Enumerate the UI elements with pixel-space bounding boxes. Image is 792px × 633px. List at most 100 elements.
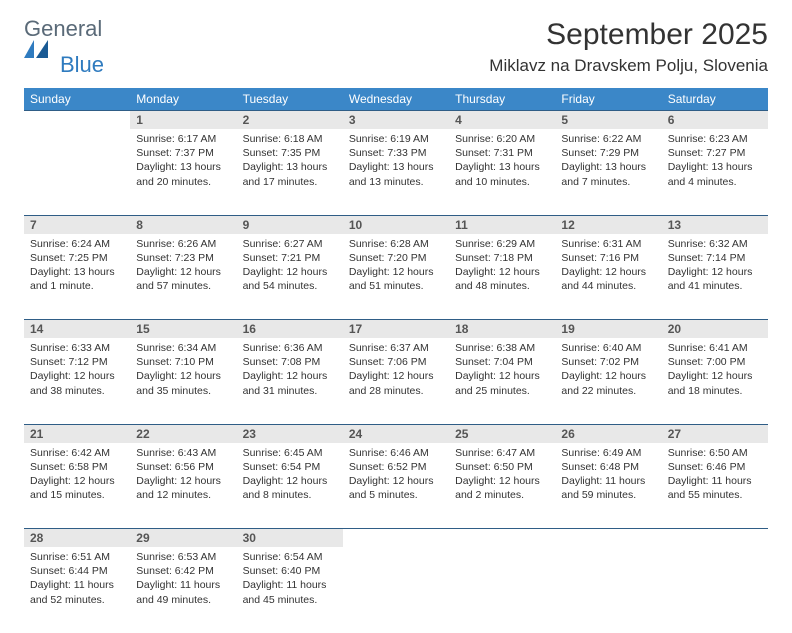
day-number: 21 — [24, 424, 130, 443]
day-header: Tuesday — [237, 88, 343, 111]
day-number: 30 — [237, 529, 343, 548]
day-number: 27 — [662, 424, 768, 443]
day-cell — [449, 547, 555, 633]
day-number: 9 — [237, 215, 343, 234]
daylight1-text: Daylight: 11 hours — [136, 578, 230, 592]
day-number: 3 — [343, 111, 449, 130]
daylight2-text: and 28 minutes. — [349, 384, 443, 398]
day-cell: Sunrise: 6:26 AMSunset: 7:23 PMDaylight:… — [130, 234, 236, 320]
sunset-text: Sunset: 6:48 PM — [561, 460, 655, 474]
daylight2-text: and 25 minutes. — [455, 384, 549, 398]
sunset-text: Sunset: 7:20 PM — [349, 251, 443, 265]
day-number: 11 — [449, 215, 555, 234]
day-content-row: Sunrise: 6:17 AMSunset: 7:37 PMDaylight:… — [24, 129, 768, 215]
day-cell — [555, 547, 661, 633]
sunrise-text: Sunrise: 6:38 AM — [455, 341, 549, 355]
logo-text-blue: Blue — [60, 54, 104, 76]
day-header: Friday — [555, 88, 661, 111]
day-header: Monday — [130, 88, 236, 111]
daylight1-text: Daylight: 12 hours — [455, 369, 549, 383]
day-number: 4 — [449, 111, 555, 130]
daylight2-text: and 41 minutes. — [668, 279, 762, 293]
sunset-text: Sunset: 7:35 PM — [243, 146, 337, 160]
daylight2-text: and 17 minutes. — [243, 175, 337, 189]
day-cell: Sunrise: 6:54 AMSunset: 6:40 PMDaylight:… — [237, 547, 343, 633]
sunrise-text: Sunrise: 6:54 AM — [243, 550, 337, 564]
daylight1-text: Daylight: 13 hours — [136, 160, 230, 174]
sunrise-text: Sunrise: 6:50 AM — [668, 446, 762, 460]
daylight1-text: Daylight: 12 hours — [30, 369, 124, 383]
daylight2-text: and 13 minutes. — [349, 175, 443, 189]
daylight1-text: Daylight: 11 hours — [561, 474, 655, 488]
sunset-text: Sunset: 7:02 PM — [561, 355, 655, 369]
day-number: 10 — [343, 215, 449, 234]
day-number: 13 — [662, 215, 768, 234]
day-cell: Sunrise: 6:43 AMSunset: 6:56 PMDaylight:… — [130, 443, 236, 529]
sunrise-text: Sunrise: 6:22 AM — [561, 132, 655, 146]
daylight1-text: Daylight: 12 hours — [136, 474, 230, 488]
daylight1-text: Daylight: 13 hours — [30, 265, 124, 279]
sunrise-text: Sunrise: 6:51 AM — [30, 550, 124, 564]
daylight1-text: Daylight: 12 hours — [561, 265, 655, 279]
daylight2-text: and 49 minutes. — [136, 593, 230, 607]
sunset-text: Sunset: 6:58 PM — [30, 460, 124, 474]
day-number-row: 282930 — [24, 529, 768, 548]
sunset-text: Sunset: 7:31 PM — [455, 146, 549, 160]
logo-text-general: General — [24, 16, 102, 41]
daylight2-text: and 4 minutes. — [668, 175, 762, 189]
daylight2-text: and 5 minutes. — [349, 488, 443, 502]
header: General Blue September 2025 Miklavz na D… — [24, 18, 768, 76]
day-content-row: Sunrise: 6:42 AMSunset: 6:58 PMDaylight:… — [24, 443, 768, 529]
day-cell: Sunrise: 6:18 AMSunset: 7:35 PMDaylight:… — [237, 129, 343, 215]
day-number: 23 — [237, 424, 343, 443]
sunrise-text: Sunrise: 6:45 AM — [243, 446, 337, 460]
day-cell: Sunrise: 6:49 AMSunset: 6:48 PMDaylight:… — [555, 443, 661, 529]
sunrise-text: Sunrise: 6:36 AM — [243, 341, 337, 355]
sunrise-text: Sunrise: 6:18 AM — [243, 132, 337, 146]
day-number — [555, 529, 661, 548]
day-number-row: 123456 — [24, 111, 768, 130]
daylight1-text: Daylight: 12 hours — [136, 265, 230, 279]
sunset-text: Sunset: 6:40 PM — [243, 564, 337, 578]
sunset-text: Sunset: 7:37 PM — [136, 146, 230, 160]
day-header-row: Sunday Monday Tuesday Wednesday Thursday… — [24, 88, 768, 111]
daylight2-text: and 22 minutes. — [561, 384, 655, 398]
sunrise-text: Sunrise: 6:27 AM — [243, 237, 337, 251]
day-number: 20 — [662, 320, 768, 339]
day-cell: Sunrise: 6:23 AMSunset: 7:27 PMDaylight:… — [662, 129, 768, 215]
day-number: 25 — [449, 424, 555, 443]
daylight2-text: and 44 minutes. — [561, 279, 655, 293]
day-cell: Sunrise: 6:22 AMSunset: 7:29 PMDaylight:… — [555, 129, 661, 215]
daylight2-text: and 10 minutes. — [455, 175, 549, 189]
day-cell: Sunrise: 6:36 AMSunset: 7:08 PMDaylight:… — [237, 338, 343, 424]
daylight1-text: Daylight: 12 hours — [243, 474, 337, 488]
day-cell: Sunrise: 6:45 AMSunset: 6:54 PMDaylight:… — [237, 443, 343, 529]
day-cell: Sunrise: 6:20 AMSunset: 7:31 PMDaylight:… — [449, 129, 555, 215]
day-cell: Sunrise: 6:53 AMSunset: 6:42 PMDaylight:… — [130, 547, 236, 633]
day-number: 29 — [130, 529, 236, 548]
day-cell — [24, 129, 130, 215]
sunset-text: Sunset: 7:16 PM — [561, 251, 655, 265]
daylight1-text: Daylight: 11 hours — [668, 474, 762, 488]
day-cell: Sunrise: 6:37 AMSunset: 7:06 PMDaylight:… — [343, 338, 449, 424]
day-cell: Sunrise: 6:17 AMSunset: 7:37 PMDaylight:… — [130, 129, 236, 215]
daylight2-text: and 8 minutes. — [243, 488, 337, 502]
location: Miklavz na Dravskem Polju, Slovenia — [489, 56, 768, 76]
day-number — [24, 111, 130, 130]
day-cell: Sunrise: 6:38 AMSunset: 7:04 PMDaylight:… — [449, 338, 555, 424]
daylight1-text: Daylight: 13 hours — [561, 160, 655, 174]
day-number: 22 — [130, 424, 236, 443]
sunrise-text: Sunrise: 6:19 AM — [349, 132, 443, 146]
daylight2-text: and 18 minutes. — [668, 384, 762, 398]
sunset-text: Sunset: 7:12 PM — [30, 355, 124, 369]
day-number: 17 — [343, 320, 449, 339]
day-number: 7 — [24, 215, 130, 234]
daylight1-text: Daylight: 12 hours — [30, 474, 124, 488]
sunrise-text: Sunrise: 6:46 AM — [349, 446, 443, 460]
sunset-text: Sunset: 6:50 PM — [455, 460, 549, 474]
logo: General Blue — [24, 18, 104, 76]
sunrise-text: Sunrise: 6:43 AM — [136, 446, 230, 460]
day-number — [662, 529, 768, 548]
day-number: 16 — [237, 320, 343, 339]
day-number: 24 — [343, 424, 449, 443]
